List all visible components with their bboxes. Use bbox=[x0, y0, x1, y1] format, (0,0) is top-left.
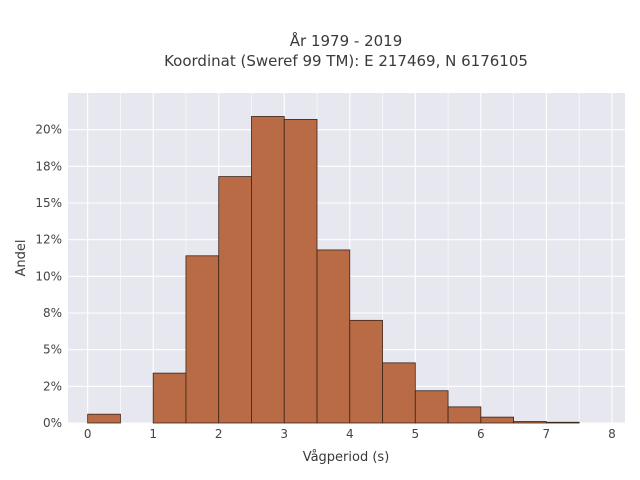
x-tick-label: 3 bbox=[280, 427, 288, 441]
histogram-bar bbox=[185, 255, 220, 424]
histogram-bar bbox=[513, 421, 547, 424]
histogram-bar bbox=[545, 421, 580, 424]
y-tick-label: 0% bbox=[43, 416, 62, 430]
histogram-bar bbox=[87, 413, 121, 424]
y-tick-label: 8% bbox=[43, 306, 62, 320]
x-tick-label: 7 bbox=[543, 427, 551, 441]
x-tick-label: 1 bbox=[149, 427, 157, 441]
histogram-bar bbox=[218, 176, 252, 424]
histogram-bar bbox=[283, 119, 318, 424]
histogram-bar bbox=[316, 249, 351, 424]
histogram-bar bbox=[349, 319, 383, 424]
x-tick-label: 8 bbox=[608, 427, 616, 441]
chart-title: År 1979 - 2019 bbox=[290, 31, 403, 50]
x-axis-ticks: 0 1 2 3 4 5 6 7 8 bbox=[84, 427, 616, 441]
y-axis-ticks: 0% 2% 5% 8% 10% 12% 15% 18% 20% bbox=[35, 123, 62, 430]
y-tick-label: 20% bbox=[35, 123, 62, 137]
x-tick-label: 0 bbox=[84, 427, 92, 441]
y-tick-label: 18% bbox=[35, 159, 62, 173]
chart-subtitle: Koordinat (Sweref 99 TM): E 217469, N 61… bbox=[164, 52, 528, 70]
histogram-bar bbox=[480, 416, 515, 424]
histogram-bar bbox=[447, 406, 482, 424]
y-tick-label: 2% bbox=[43, 379, 62, 393]
x-axis-label: Vågperiod (s) bbox=[303, 450, 390, 465]
y-tick-label: 5% bbox=[43, 343, 62, 357]
histogram-bar bbox=[152, 372, 187, 424]
y-tick-label: 12% bbox=[35, 233, 62, 247]
bars bbox=[87, 116, 580, 424]
x-tick-label: 6 bbox=[477, 427, 485, 441]
y-axis-label: Andel bbox=[14, 240, 29, 277]
histogram-bar bbox=[414, 390, 449, 424]
x-tick-label: 4 bbox=[346, 427, 354, 441]
histogram-bar bbox=[251, 116, 285, 424]
y-tick-label: 15% bbox=[35, 196, 62, 210]
x-tick-label: 2 bbox=[215, 427, 223, 441]
y-tick-label: 10% bbox=[35, 269, 62, 283]
x-tick-label: 5 bbox=[411, 427, 419, 441]
histogram-bar bbox=[382, 362, 416, 424]
